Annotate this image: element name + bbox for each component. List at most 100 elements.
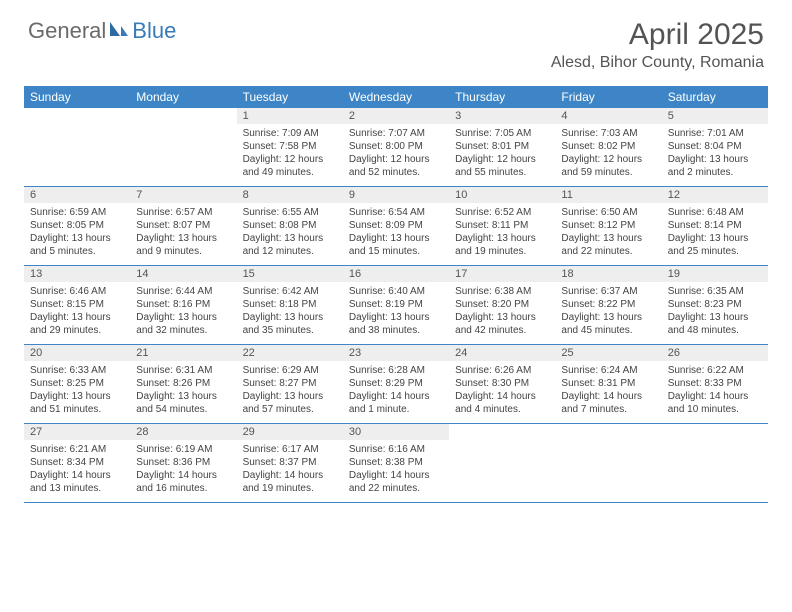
day-sunrise: Sunrise: 6:17 AM xyxy=(243,443,337,456)
week-row: 6Sunrise: 6:59 AMSunset: 8:05 PMDaylight… xyxy=(24,187,768,266)
day-content: Sunrise: 6:26 AMSunset: 8:30 PMDaylight:… xyxy=(449,361,555,420)
day-number: 29 xyxy=(237,424,343,440)
day-number: 18 xyxy=(555,266,661,282)
day-number: 10 xyxy=(449,187,555,203)
day-number: 13 xyxy=(24,266,130,282)
day-cell xyxy=(24,108,130,186)
day-sunset: Sunset: 7:58 PM xyxy=(243,140,337,153)
day-daylight2: and 52 minutes. xyxy=(349,166,443,179)
day-cell: 4Sunrise: 7:03 AMSunset: 8:02 PMDaylight… xyxy=(555,108,661,186)
day-content: Sunrise: 6:57 AMSunset: 8:07 PMDaylight:… xyxy=(130,203,236,262)
day-daylight1: Daylight: 13 hours xyxy=(30,311,124,324)
day-sunset: Sunset: 8:16 PM xyxy=(136,298,230,311)
day-content: Sunrise: 6:50 AMSunset: 8:12 PMDaylight:… xyxy=(555,203,661,262)
day-cell: 18Sunrise: 6:37 AMSunset: 8:22 PMDayligh… xyxy=(555,266,661,344)
day-number: 23 xyxy=(343,345,449,361)
weekday-header: Monday xyxy=(130,86,236,108)
day-content: Sunrise: 6:55 AMSunset: 8:08 PMDaylight:… xyxy=(237,203,343,262)
day-cell: 24Sunrise: 6:26 AMSunset: 8:30 PMDayligh… xyxy=(449,345,555,423)
day-content: Sunrise: 6:24 AMSunset: 8:31 PMDaylight:… xyxy=(555,361,661,420)
day-daylight1: Daylight: 14 hours xyxy=(349,469,443,482)
day-sunrise: Sunrise: 7:05 AM xyxy=(455,127,549,140)
day-sunset: Sunset: 8:07 PM xyxy=(136,219,230,232)
day-cell: 20Sunrise: 6:33 AMSunset: 8:25 PMDayligh… xyxy=(24,345,130,423)
day-number: 7 xyxy=(130,187,236,203)
day-sunset: Sunset: 8:25 PM xyxy=(30,377,124,390)
day-cell: 28Sunrise: 6:19 AMSunset: 8:36 PMDayligh… xyxy=(130,424,236,502)
day-content: Sunrise: 6:35 AMSunset: 8:23 PMDaylight:… xyxy=(662,282,768,341)
day-daylight1: Daylight: 13 hours xyxy=(243,311,337,324)
day-sunrise: Sunrise: 6:52 AM xyxy=(455,206,549,219)
day-content: Sunrise: 6:29 AMSunset: 8:27 PMDaylight:… xyxy=(237,361,343,420)
logo: General Blue xyxy=(28,18,176,44)
day-number: 25 xyxy=(555,345,661,361)
day-sunrise: Sunrise: 7:03 AM xyxy=(561,127,655,140)
day-content: Sunrise: 6:40 AMSunset: 8:19 PMDaylight:… xyxy=(343,282,449,341)
weekday-header: Saturday xyxy=(662,86,768,108)
day-daylight2: and 12 minutes. xyxy=(243,245,337,258)
day-sunset: Sunset: 8:05 PM xyxy=(30,219,124,232)
day-sunset: Sunset: 8:18 PM xyxy=(243,298,337,311)
day-cell: 23Sunrise: 6:28 AMSunset: 8:29 PMDayligh… xyxy=(343,345,449,423)
day-number: 26 xyxy=(662,345,768,361)
day-cell: 13Sunrise: 6:46 AMSunset: 8:15 PMDayligh… xyxy=(24,266,130,344)
day-daylight2: and 19 minutes. xyxy=(243,482,337,495)
day-sunset: Sunset: 8:04 PM xyxy=(668,140,762,153)
day-sunrise: Sunrise: 7:07 AM xyxy=(349,127,443,140)
day-daylight2: and 9 minutes. xyxy=(136,245,230,258)
weekday-header: Friday xyxy=(555,86,661,108)
day-cell: 12Sunrise: 6:48 AMSunset: 8:14 PMDayligh… xyxy=(662,187,768,265)
day-daylight1: Daylight: 13 hours xyxy=(136,232,230,245)
day-number: 11 xyxy=(555,187,661,203)
day-daylight2: and 4 minutes. xyxy=(455,403,549,416)
day-daylight2: and 45 minutes. xyxy=(561,324,655,337)
day-cell: 11Sunrise: 6:50 AMSunset: 8:12 PMDayligh… xyxy=(555,187,661,265)
day-sunrise: Sunrise: 7:09 AM xyxy=(243,127,337,140)
day-content: Sunrise: 6:17 AMSunset: 8:37 PMDaylight:… xyxy=(237,440,343,499)
day-number: 4 xyxy=(555,108,661,124)
day-daylight1: Daylight: 12 hours xyxy=(243,153,337,166)
day-number: 22 xyxy=(237,345,343,361)
day-content: Sunrise: 6:33 AMSunset: 8:25 PMDaylight:… xyxy=(24,361,130,420)
day-daylight1: Daylight: 12 hours xyxy=(561,153,655,166)
day-sunrise: Sunrise: 6:28 AM xyxy=(349,364,443,377)
day-sunrise: Sunrise: 6:42 AM xyxy=(243,285,337,298)
day-cell: 26Sunrise: 6:22 AMSunset: 8:33 PMDayligh… xyxy=(662,345,768,423)
day-number: 15 xyxy=(237,266,343,282)
day-sunrise: Sunrise: 6:24 AM xyxy=(561,364,655,377)
day-daylight1: Daylight: 14 hours xyxy=(30,469,124,482)
day-number: 2 xyxy=(343,108,449,124)
day-cell: 16Sunrise: 6:40 AMSunset: 8:19 PMDayligh… xyxy=(343,266,449,344)
day-daylight2: and 32 minutes. xyxy=(136,324,230,337)
day-number: 5 xyxy=(662,108,768,124)
day-sunset: Sunset: 8:02 PM xyxy=(561,140,655,153)
day-content: Sunrise: 7:07 AMSunset: 8:00 PMDaylight:… xyxy=(343,124,449,183)
day-sunset: Sunset: 8:09 PM xyxy=(349,219,443,232)
day-sunrise: Sunrise: 6:38 AM xyxy=(455,285,549,298)
day-cell: 10Sunrise: 6:52 AMSunset: 8:11 PMDayligh… xyxy=(449,187,555,265)
day-number: 6 xyxy=(24,187,130,203)
day-cell: 14Sunrise: 6:44 AMSunset: 8:16 PMDayligh… xyxy=(130,266,236,344)
day-cell xyxy=(662,424,768,502)
day-sunset: Sunset: 8:34 PM xyxy=(30,456,124,469)
day-sunrise: Sunrise: 6:31 AM xyxy=(136,364,230,377)
day-cell: 19Sunrise: 6:35 AMSunset: 8:23 PMDayligh… xyxy=(662,266,768,344)
day-content: Sunrise: 7:03 AMSunset: 8:02 PMDaylight:… xyxy=(555,124,661,183)
day-daylight1: Daylight: 14 hours xyxy=(668,390,762,403)
day-daylight1: Daylight: 12 hours xyxy=(455,153,549,166)
day-sunset: Sunset: 8:38 PM xyxy=(349,456,443,469)
day-content: Sunrise: 6:42 AMSunset: 8:18 PMDaylight:… xyxy=(237,282,343,341)
day-daylight2: and 7 minutes. xyxy=(561,403,655,416)
day-daylight2: and 22 minutes. xyxy=(349,482,443,495)
day-sunrise: Sunrise: 6:57 AM xyxy=(136,206,230,219)
day-number: 8 xyxy=(237,187,343,203)
day-sunset: Sunset: 8:11 PM xyxy=(455,219,549,232)
day-sunset: Sunset: 8:36 PM xyxy=(136,456,230,469)
day-number xyxy=(662,424,768,428)
day-daylight2: and 51 minutes. xyxy=(30,403,124,416)
logo-text-blue: Blue xyxy=(132,18,176,44)
day-cell: 3Sunrise: 7:05 AMSunset: 8:01 PMDaylight… xyxy=(449,108,555,186)
day-number xyxy=(555,424,661,428)
day-number: 1 xyxy=(237,108,343,124)
day-daylight1: Daylight: 14 hours xyxy=(349,390,443,403)
